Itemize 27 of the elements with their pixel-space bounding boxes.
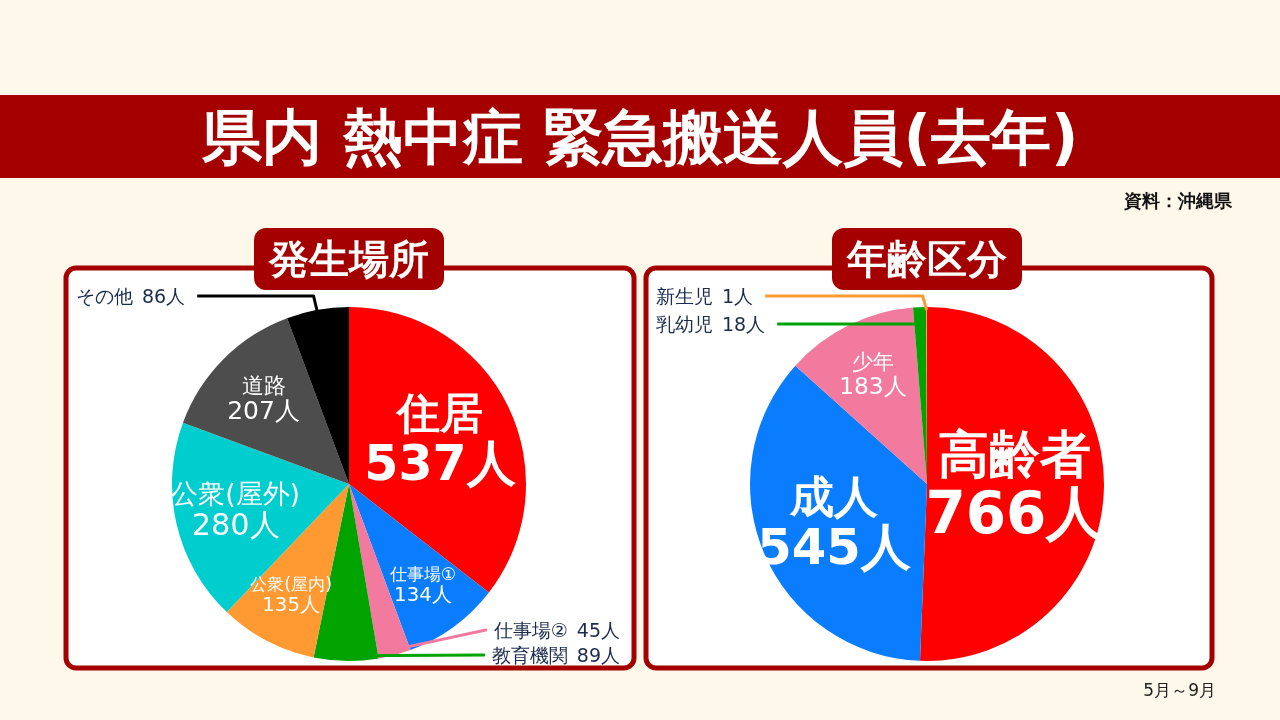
slice-label: 少年 [851, 350, 894, 374]
data-label: 45人 [576, 619, 620, 641]
slice-label: 道路 [241, 372, 286, 398]
slice-label: 住居 [394, 387, 483, 438]
data-label: 18人 [722, 313, 766, 335]
slice-label: 乳幼児 [656, 313, 713, 335]
data-label: 183人 [839, 372, 907, 400]
slice-label: 仕事場① [388, 564, 457, 585]
slice-label: 新生児 [656, 285, 713, 307]
text: 資料：沖縄県 [1123, 189, 1233, 211]
data-label: 86人 [142, 285, 186, 307]
data-label: 89人 [576, 644, 620, 666]
chart-title: 年齢区分 [846, 236, 1007, 282]
slice-label: 公衆(屋外) [171, 478, 301, 510]
slice-label: 仕事場② [492, 619, 568, 641]
text: 県内 熱中症 緊急搬送人員(去年) [200, 102, 1079, 172]
data-label: 280人 [191, 507, 280, 543]
text: 5月～9月 [1143, 680, 1216, 700]
slice-label: 成人 [789, 470, 879, 522]
chart-title: 発生場所 [268, 236, 429, 282]
data-label: 207人 [227, 396, 300, 426]
data-label: 1人 [722, 285, 754, 307]
slice-label: 教育機関 [491, 644, 568, 666]
slice-label: その他 [76, 285, 133, 307]
data-label: 134人 [394, 582, 452, 606]
slice-label: 公衆(屋内) [250, 573, 332, 594]
data-label: 135人 [262, 592, 321, 616]
